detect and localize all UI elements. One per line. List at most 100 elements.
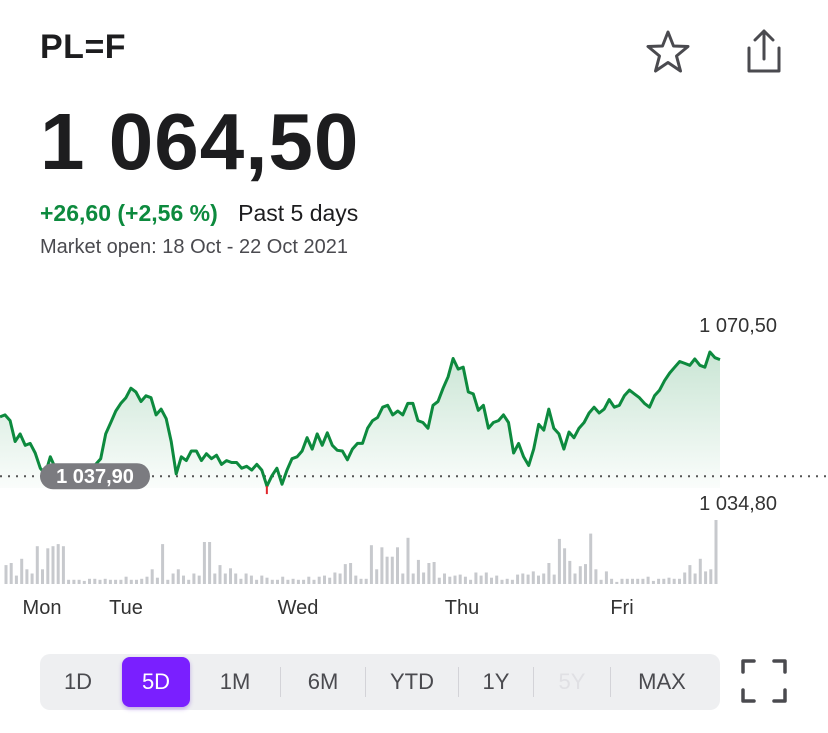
range-5d[interactable]: 5D xyxy=(122,657,190,707)
volume-bar xyxy=(270,579,274,584)
volume-bar xyxy=(484,572,488,584)
volume-bar xyxy=(255,579,259,584)
volume-bar xyxy=(578,566,582,584)
volume-bar xyxy=(4,565,8,584)
volume-bar xyxy=(683,572,687,584)
price-line xyxy=(0,350,721,488)
volume-bar xyxy=(229,568,232,584)
change-row: +26,60 (+2,56 %) Past 5 days xyxy=(40,200,358,227)
volume-bar xyxy=(505,578,509,584)
volume-bar xyxy=(265,577,269,584)
volume-bar xyxy=(349,563,353,584)
volume-bar xyxy=(108,579,112,584)
star-icon[interactable] xyxy=(643,28,693,78)
range-1d[interactable]: 1D xyxy=(63,669,93,694)
volume-bar xyxy=(56,544,60,584)
volume-bar xyxy=(338,573,342,584)
volume-bar xyxy=(307,576,311,584)
volume-bar xyxy=(542,573,546,584)
volume-bar xyxy=(291,578,295,584)
volume-bar xyxy=(124,576,128,584)
volume-bar xyxy=(490,577,493,584)
market-status: Market open: 18 Oct - 22 Oct 2021 xyxy=(40,236,348,258)
volume-bar xyxy=(150,569,154,584)
volume-bar xyxy=(688,565,692,584)
volume-bar xyxy=(610,578,614,584)
volume-bar xyxy=(678,578,681,584)
volume-bar xyxy=(704,571,708,584)
volume-bar xyxy=(93,578,97,584)
volume-bar xyxy=(604,571,608,584)
period-label: Past 5 days xyxy=(238,200,359,226)
volume-bar xyxy=(531,571,535,584)
volume-bar xyxy=(208,542,212,584)
low-value-label: 1 034,80 xyxy=(699,493,777,515)
volume-bar xyxy=(333,572,337,584)
volume-bar xyxy=(114,579,118,584)
volume-bar xyxy=(479,575,483,584)
volume-bar xyxy=(552,574,556,584)
volume-bar xyxy=(463,576,467,584)
volume-bar xyxy=(521,573,525,584)
volume-bar xyxy=(364,578,368,584)
volume-bar xyxy=(197,575,201,584)
x-label-thu: Thu xyxy=(445,597,479,619)
volume-bar xyxy=(714,520,718,584)
range-selector: 1D 5D 1M 6M YTD 1Y 5Y MAX xyxy=(40,654,720,710)
volume-bar xyxy=(443,573,446,584)
volume-bar xyxy=(437,577,441,584)
volume-bar xyxy=(380,547,384,584)
volume-bar xyxy=(155,577,159,584)
range-ytd[interactable]: YTD xyxy=(390,669,434,694)
range-5y: 5Y xyxy=(558,669,586,694)
volume-bar xyxy=(223,573,227,584)
share-icon[interactable] xyxy=(740,26,788,76)
volume-bar xyxy=(166,579,170,584)
price-change: +26,60 (+2,56 %) xyxy=(40,200,218,226)
range-1y[interactable]: 1Y xyxy=(482,669,510,694)
volume-bar xyxy=(103,578,107,584)
volume-bar xyxy=(662,578,666,584)
divider xyxy=(533,667,534,697)
volume-bar xyxy=(390,556,394,584)
divider xyxy=(610,667,611,697)
volume-bar xyxy=(510,579,514,584)
volume-bar xyxy=(568,560,572,584)
divider xyxy=(458,667,459,697)
volume-bar xyxy=(657,578,661,584)
volume-bar xyxy=(176,569,180,584)
volume-bar xyxy=(72,579,76,584)
volume-bar xyxy=(693,573,697,584)
volume-bar xyxy=(458,574,462,584)
volume-bar xyxy=(375,569,379,584)
volume-bar xyxy=(369,545,373,584)
volume-bar xyxy=(46,548,50,584)
volume-bar xyxy=(672,578,676,584)
fullscreen-icon[interactable] xyxy=(740,658,788,704)
volume-bar xyxy=(359,578,363,584)
volume-bar xyxy=(312,579,316,584)
volume-bar xyxy=(14,575,18,584)
volume-bar xyxy=(35,546,39,584)
volume-bar xyxy=(218,565,222,584)
reference-badge: 1 037,90 xyxy=(40,463,150,490)
volume-bar xyxy=(573,573,577,584)
volume-bar xyxy=(171,573,175,584)
volume-bar xyxy=(709,569,713,584)
volume-bar xyxy=(651,580,655,584)
price-chart[interactable]: 1 037,90 1 070,50 1 034,80 Mon Tue Wed T… xyxy=(0,300,828,620)
volume-bar xyxy=(317,576,321,584)
range-max[interactable]: MAX xyxy=(638,669,686,694)
volume-bar xyxy=(249,575,253,584)
volume-bar xyxy=(61,546,65,584)
range-6m[interactable]: 6M xyxy=(307,669,339,694)
x-label-mon: Mon xyxy=(23,597,62,619)
volume-bar xyxy=(641,578,645,584)
volume-bar xyxy=(631,578,634,584)
volume-bar xyxy=(516,574,520,584)
volume-bar xyxy=(286,579,290,584)
volume-bar xyxy=(140,578,144,584)
range-1m[interactable]: 1M xyxy=(219,669,251,694)
x-label-fri: Fri xyxy=(610,597,633,619)
volume-bar xyxy=(9,563,13,584)
